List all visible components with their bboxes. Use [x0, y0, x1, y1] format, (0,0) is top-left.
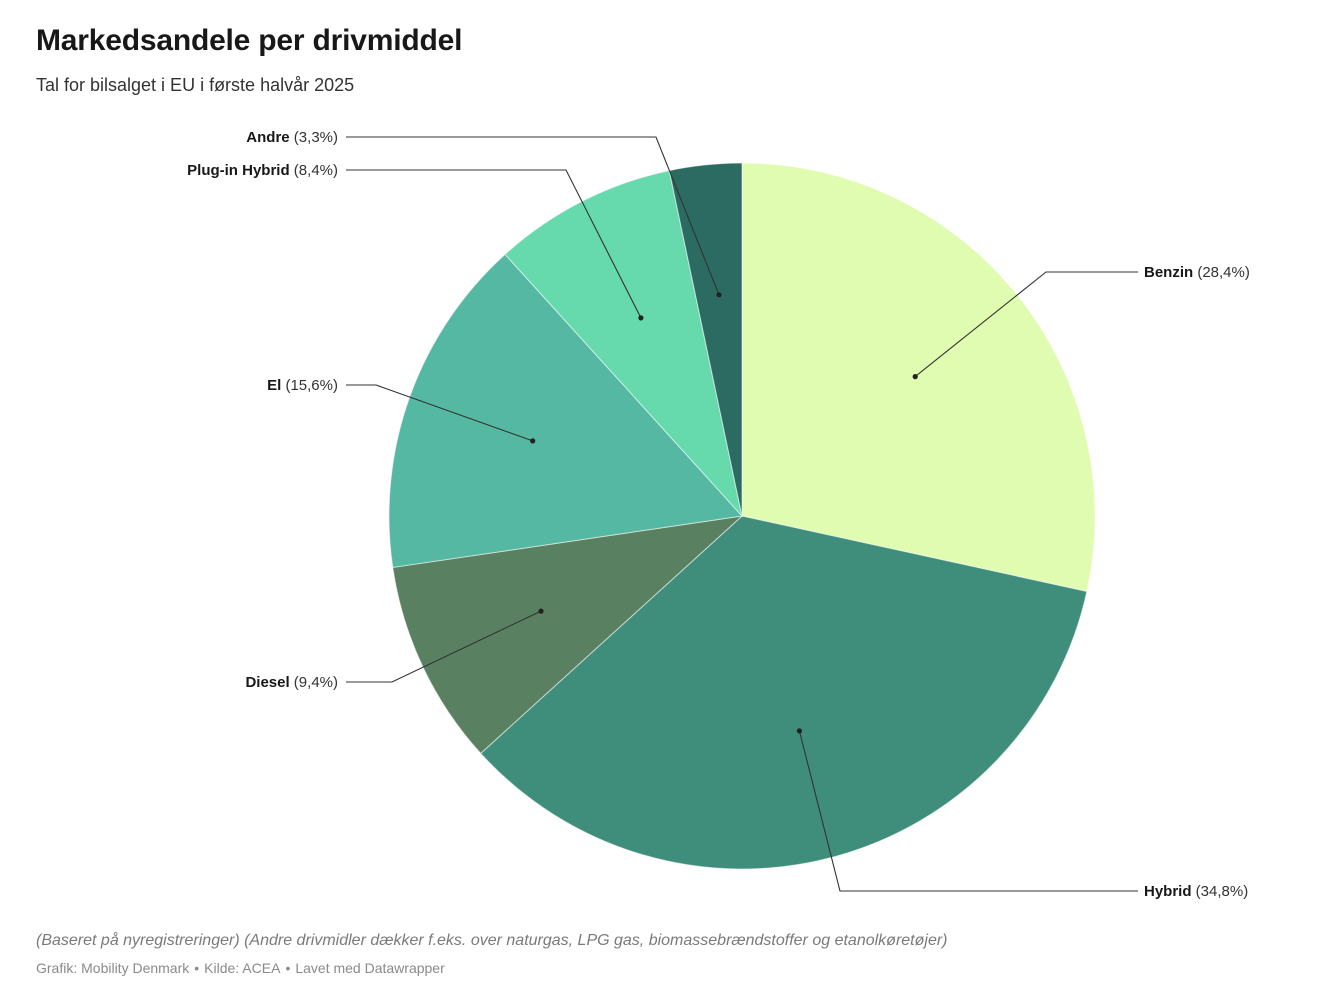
slice-label-value: (28,4%)	[1193, 264, 1250, 281]
leader-line-hybrid	[798, 730, 1138, 892]
source-origin: Kilde: ACEA	[204, 960, 281, 976]
slice-label-value: (15,6%)	[281, 377, 338, 394]
leader-lines	[346, 136, 1138, 892]
leader-line-el	[346, 384, 533, 442]
slice-labels: Benzin (28,4%) Hybrid (34,8%) Diesel (9,4%…	[187, 129, 1250, 900]
slice-label-el: El (15,6%)	[267, 377, 338, 394]
pie-slice-hybrid	[480, 515, 1088, 870]
slice-label-value: (34,8%)	[1192, 883, 1249, 900]
leader-line-diesel	[346, 610, 542, 683]
leader-dot-benzin	[912, 374, 918, 380]
slice-label-value: (3,3%)	[290, 129, 338, 146]
leader-dot-plug-in-hybrid	[638, 315, 644, 321]
source-credit: Grafik: Mobility Denmark	[36, 960, 190, 976]
source-tool: Lavet med Datawrapper	[295, 960, 445, 976]
chart-title: Markedsandele per drivmiddel	[36, 24, 463, 57]
slice-label-name: Andre	[246, 129, 289, 146]
leader-dot-andre	[716, 292, 722, 298]
slice-label-value: (9,4%)	[290, 674, 338, 691]
leader-dot-diesel	[538, 608, 544, 614]
leader-dot-hybrid	[796, 728, 803, 734]
slice-label-benzin: Benzin (28,4%)	[1144, 264, 1250, 281]
slice-label-diesel: Diesel (9,4%)	[245, 674, 338, 691]
slice-label-name: Hybrid	[1144, 883, 1192, 900]
slice-label-name: El	[267, 377, 281, 394]
leader-line-plug-in-hybrid	[346, 169, 642, 319]
slice-label-name: Benzin	[1144, 264, 1193, 281]
chart-subtitle: Tal for bilsalget i EU i første halvår 2…	[36, 75, 355, 95]
chart-source: Grafik: Mobility Denmark • Kilde: ACEA • Lav…	[36, 960, 445, 976]
slice-label-plug-in-hybrid: Plug-in Hybrid (8,4%)	[187, 162, 338, 179]
pie-slices	[388, 162, 1096, 870]
slice-label-name: Diesel	[245, 674, 289, 691]
slice-label-andre: Andre (3,3%)	[246, 129, 338, 146]
slice-label-hybrid: Hybrid (34,8%)	[1144, 883, 1248, 900]
slice-label-value: (8,4%)	[290, 162, 338, 179]
chart-footnote: (Baseret på nyregistreringer) (Andre dri…	[36, 932, 948, 949]
leader-line-andre	[346, 136, 720, 296]
leader-line-benzin	[914, 271, 1138, 378]
slice-label-name: Plug-in Hybrid	[187, 162, 290, 179]
leader-dot-el	[530, 438, 536, 444]
